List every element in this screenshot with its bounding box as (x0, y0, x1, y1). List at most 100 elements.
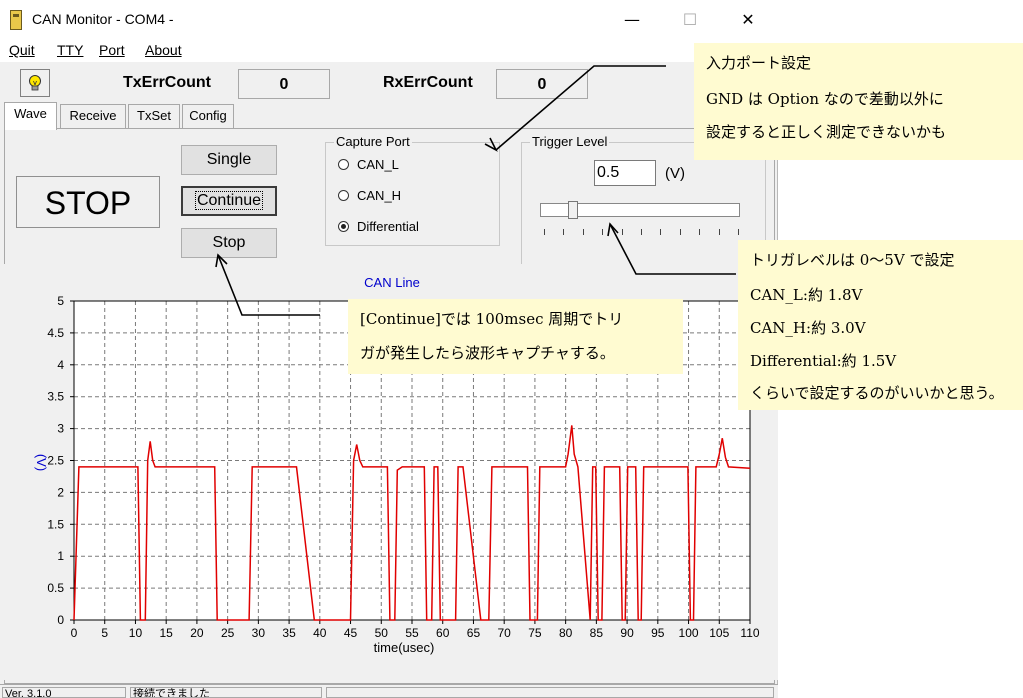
status-extra (326, 687, 774, 698)
radio-can-h[interactable]: CAN_H (338, 188, 401, 203)
y-tick-label: 0 (57, 613, 64, 627)
callout-trigger-line: Differential:約 1.5V (750, 352, 897, 370)
menu-tty[interactable]: TTY (57, 42, 84, 58)
x-tick-label: 25 (221, 626, 235, 640)
trigger-level-title: Trigger Level (530, 134, 610, 149)
title-bar[interactable]: CAN Monitor - COM4 - — ☐ ✕ (0, 0, 778, 40)
menu-quit[interactable]: Quit (9, 42, 35, 58)
trigger-level-input[interactable]: 0.5 (594, 160, 656, 186)
y-tick-label: 3.5 (47, 390, 64, 404)
tx-err-label: TxErrCount (123, 74, 211, 91)
slider-tick (544, 229, 545, 235)
x-tick-label: 110 (740, 626, 759, 640)
slider-tick (621, 229, 623, 235)
tx-err-value: 0 (238, 69, 330, 99)
continue-button[interactable]: Continue (181, 186, 277, 216)
maximize-button[interactable]: ☐ (682, 10, 698, 29)
trigger-slider-thumb[interactable] (568, 201, 578, 219)
tab-wave[interactable]: Wave (4, 102, 57, 130)
trigger-slider-track[interactable] (540, 201, 740, 219)
callout-continue-line: ガが発生したら波形キャプチャする。 (360, 344, 615, 362)
menu-port[interactable]: Port (99, 42, 125, 58)
x-tick-label: 85 (590, 626, 604, 640)
callout-continue-line: [Continue]では 100msec 周期でトリ (360, 310, 624, 328)
x-tick-label: 65 (467, 626, 481, 640)
callout-port-line: 入力ポート設定 (706, 54, 812, 72)
x-tick-label: 70 (498, 626, 512, 640)
trigger-slider-ticks (544, 229, 740, 235)
radio-label: CAN_L (357, 157, 399, 172)
radio-dot-selected (338, 221, 349, 232)
callout-trigger-line: CAN_H:約 3.0V (750, 319, 866, 337)
callout-trigger-line: トリガレベルは 0～5V で設定 (750, 251, 955, 269)
callout-trigger: トリガレベルは 0～5V で設定 CAN_L:約 1.8V CAN_H:約 3.… (738, 240, 1023, 410)
slider-tick (641, 229, 642, 235)
x-tick-label: 80 (559, 626, 573, 640)
callout-trigger-line: くらいで設定するのがいいかと思う。 (750, 384, 1004, 402)
radio-differential[interactable]: Differential (338, 219, 419, 234)
x-tick-label: 105 (709, 626, 729, 640)
y-tick-label: 1 (57, 549, 64, 563)
x-tick-label: 35 (282, 626, 296, 640)
radio-label: CAN_H (357, 188, 402, 203)
status-version: Ver. 3.1.0 (2, 687, 126, 698)
slider-tick (582, 229, 584, 235)
x-tick-label: 30 (252, 626, 266, 640)
y-tick-label: 3 (57, 422, 64, 436)
y-tick-label: 2 (57, 485, 64, 499)
single-button[interactable]: Single (181, 145, 277, 175)
radio-label: Differential (357, 219, 419, 234)
x-tick-label: 20 (190, 626, 204, 640)
run-state-display: STOP (16, 176, 160, 228)
radio-dot (338, 190, 349, 201)
slider-tick (699, 229, 701, 235)
x-tick-label: 90 (620, 626, 634, 640)
slider-tick (563, 229, 565, 235)
x-tick-label: 15 (160, 626, 174, 640)
y-tick-label: 4.5 (47, 326, 64, 340)
status-message: 接続できました (130, 687, 322, 698)
y-tick-label: 0.5 (47, 581, 64, 595)
rx-err-label: RxErrCount (383, 74, 473, 91)
tab-txset[interactable]: TxSet (128, 104, 180, 128)
x-tick-label: 0 (71, 626, 78, 640)
slider-tick (679, 229, 681, 235)
menu-bar: Quit TTY Port About (0, 40, 778, 62)
capture-port-title: Capture Port (334, 134, 412, 149)
app-icon (10, 10, 22, 30)
callout-continue: [Continue]では 100msec 周期でトリ ガが発生したら波形キャプチ… (348, 299, 683, 374)
x-tick-label: 95 (651, 626, 665, 640)
radio-dot (338, 159, 349, 170)
minimize-button[interactable]: — (624, 10, 640, 29)
close-button[interactable]: ✕ (741, 10, 755, 29)
capture-port-group: Capture Port CAN_L CAN_H Differential (325, 134, 500, 246)
tab-config[interactable]: Config (182, 104, 234, 128)
y-tick-label: 1.5 (47, 517, 64, 531)
continue-button-label: Continue (194, 191, 264, 210)
wave-trace-line (73, 425, 751, 621)
lightbulb-icon (29, 75, 41, 91)
x-tick-label: 45 (344, 626, 358, 640)
callout-trigger-line: CAN_L:約 1.8V (750, 286, 863, 304)
slider-tick (718, 229, 720, 235)
x-tick-label: 60 (436, 626, 450, 640)
x-tick-label: 5 (101, 626, 108, 640)
x-axis-label: time(usec) (374, 640, 435, 655)
status-lamp (20, 69, 50, 97)
y-axis-label: (V) (34, 454, 49, 471)
y-tick-label: 2.5 (47, 454, 64, 468)
slider-tick (738, 229, 739, 235)
y-tick-label: 4 (57, 358, 64, 372)
x-tick-label: 100 (679, 626, 699, 640)
radio-can-l[interactable]: CAN_L (338, 157, 399, 172)
y-tick-label: 5 (57, 294, 64, 308)
chart-title: CAN Line (364, 275, 420, 290)
trigger-unit: (V) (665, 165, 685, 182)
window-title: CAN Monitor - COM4 - (32, 11, 174, 27)
tab-receive[interactable]: Receive (60, 104, 126, 128)
x-tick-label: 10 (129, 626, 143, 640)
slider-tick (660, 229, 662, 235)
x-tick-label: 75 (528, 626, 542, 640)
menu-about[interactable]: About (145, 42, 182, 58)
stop-button[interactable]: Stop (181, 228, 277, 258)
